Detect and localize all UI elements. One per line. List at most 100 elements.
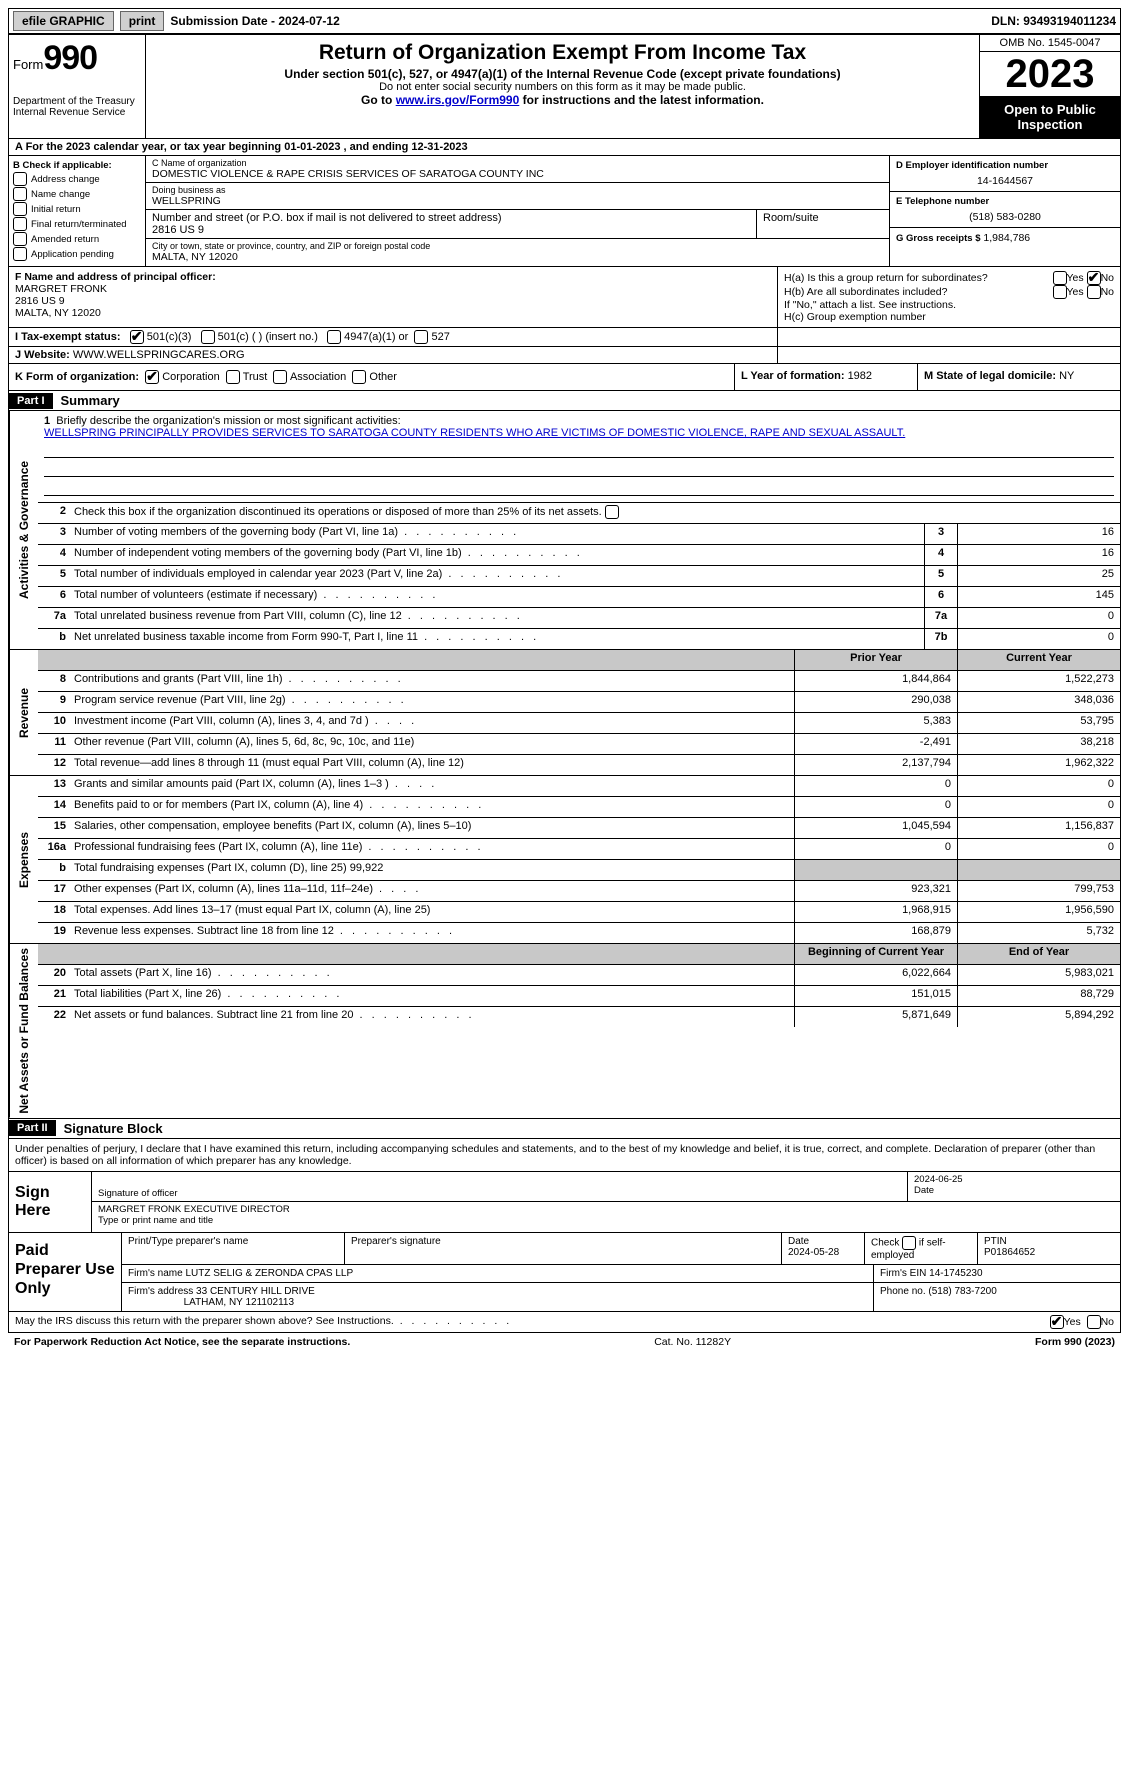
p19: 168,879 <box>794 923 957 943</box>
part-i-header: Part I Summary <box>8 391 1121 411</box>
efile-button[interactable]: efile GRAPHIC <box>13 11 114 31</box>
firm-addr1: 33 CENTURY HILL DRIVE <box>196 1286 315 1297</box>
irs-link[interactable]: www.irs.gov/Form990 <box>396 93 520 107</box>
sign-here-block: Sign Here Signature of officer 2024-06-2… <box>8 1172 1121 1233</box>
pra-notice: For Paperwork Reduction Act Notice, see … <box>14 1336 350 1348</box>
chk-hb-yes[interactable] <box>1053 285 1067 299</box>
prep-sig-label: Preparer's signature <box>345 1233 782 1264</box>
mission-text[interactable]: WELLSPRING PRINCIPALLY PROVIDES SERVICES… <box>44 427 905 439</box>
c17: 799,753 <box>957 881 1120 901</box>
line6-desc: Total number of volunteers (estimate if … <box>70 587 924 607</box>
lbl-no: No <box>1101 272 1114 284</box>
firm-addr-label: Firm's address <box>128 1286 196 1297</box>
omb-number: OMB No. 1545-0047 <box>980 35 1120 52</box>
vtab-expenses: Expenses <box>9 776 38 943</box>
chk-discuss-no[interactable] <box>1087 1315 1101 1329</box>
col-c-org-info: C Name of organization DOMESTIC VIOLENCE… <box>146 156 889 266</box>
col-b-header: B Check if applicable: <box>13 160 141 171</box>
c18: 1,956,590 <box>957 902 1120 922</box>
cat-no: Cat. No. 11282Y <box>654 1336 731 1348</box>
c10: 53,795 <box>957 713 1120 733</box>
chk-501c[interactable] <box>201 330 215 344</box>
hdr-current: Current Year <box>957 650 1120 670</box>
website-value: WWW.WELLSPRINGCARES.ORG <box>73 349 245 361</box>
p17: 923,321 <box>794 881 957 901</box>
lbl-501c: 501(c) ( ) (insert no.) <box>218 331 318 343</box>
chk-corp[interactable] <box>145 370 159 384</box>
chk-other[interactable] <box>352 370 366 384</box>
lbl-yes: Yes <box>1067 272 1084 284</box>
gross-value: 1,984,786 <box>983 232 1030 244</box>
line7a-desc: Total unrelated business revenue from Pa… <box>70 608 924 628</box>
p20: 6,022,664 <box>794 965 957 985</box>
line11-desc: Other revenue (Part VIII, column (A), li… <box>70 734 794 754</box>
p22: 5,871,649 <box>794 1007 957 1027</box>
street-label: Number and street (or P.O. box if mail i… <box>152 212 750 224</box>
firm-ein: 14-1745230 <box>929 1268 982 1279</box>
row-i-tax-status: I Tax-exempt status: 501(c)(3) 501(c) ( … <box>8 328 1121 347</box>
ha-label: H(a) Is this a group return for subordin… <box>784 272 1053 284</box>
lbl-no2: No <box>1101 286 1114 298</box>
prep-date-label: Date <box>788 1236 809 1247</box>
vtab-revenue: Revenue <box>9 650 38 775</box>
chk-address-change[interactable] <box>13 172 27 186</box>
chk-trust[interactable] <box>226 370 240 384</box>
lbl-yes2: Yes <box>1067 286 1084 298</box>
row-klm: K Form of organization: Corporation Trus… <box>8 364 1121 391</box>
c20: 5,983,021 <box>957 965 1120 985</box>
lbl-assoc: Association <box>290 371 346 383</box>
room-label: Room/suite <box>763 212 883 224</box>
line5-desc: Total number of individuals employed in … <box>70 566 924 586</box>
chk-final-return[interactable] <box>13 217 27 231</box>
chk-self-employed[interactable] <box>902 1236 916 1250</box>
p9: 290,038 <box>794 692 957 712</box>
ptin-value: P01864652 <box>984 1247 1035 1258</box>
chk-name-change[interactable] <box>13 187 27 201</box>
row-a-tax-year: A For the 2023 calendar year, or tax yea… <box>8 139 1121 156</box>
firm-ein-label: Firm's EIN <box>880 1268 929 1279</box>
sig-date: 2024-06-25 <box>914 1174 1114 1185</box>
sign-here-label: Sign Here <box>9 1172 92 1232</box>
lbl-app-pending: Application pending <box>31 249 114 260</box>
chk-hb-no[interactable] <box>1087 285 1101 299</box>
ein-label: D Employer identification number <box>896 160 1114 171</box>
section-governance: Activities & Governance 1 Briefly descri… <box>8 411 1121 650</box>
paid-preparer-block: Paid Preparer Use Only Print/Type prepar… <box>8 1233 1121 1312</box>
p8: 1,844,864 <box>794 671 957 691</box>
c22: 5,894,292 <box>957 1007 1120 1027</box>
firm-phone: (518) 783-7200 <box>928 1286 996 1297</box>
lbl-amended: Amended return <box>31 234 99 245</box>
chk-ha-yes[interactable] <box>1053 271 1067 285</box>
vtab-net-assets: Net Assets or Fund Balances <box>9 944 38 1118</box>
c9: 348,036 <box>957 692 1120 712</box>
ssn-note: Do not enter social security numbers on … <box>154 81 971 93</box>
p14: 0 <box>794 797 957 817</box>
m-val: NY <box>1059 370 1074 382</box>
footer-q: May the IRS discuss this return with the… <box>15 1315 512 1329</box>
j-label: J Website: <box>15 349 73 361</box>
print-button[interactable]: print <box>120 11 165 31</box>
line22-desc: Net assets or fund balances. Subtract li… <box>70 1007 794 1027</box>
officer-name: MARGRET FRONK <box>15 283 771 295</box>
chk-amended[interactable] <box>13 232 27 246</box>
prep-date: 2024-05-28 <box>788 1247 839 1258</box>
line7b-desc: Net unrelated business taxable income fr… <box>70 629 924 649</box>
top-bar: efile GRAPHIC print Submission Date - 20… <box>8 8 1121 35</box>
chk-initial-return[interactable] <box>13 202 27 216</box>
p11: -2,491 <box>794 734 957 754</box>
chk-discuss-yes[interactable] <box>1050 1315 1064 1329</box>
chk-line2[interactable] <box>605 505 619 519</box>
val-3: 16 <box>957 524 1120 544</box>
chk-4947[interactable] <box>327 330 341 344</box>
chk-ha-no[interactable] <box>1087 271 1101 285</box>
chk-501c3[interactable] <box>130 330 144 344</box>
lbl-discuss-no: No <box>1101 1315 1114 1327</box>
part-ii-title: Signature Block <box>56 1119 171 1138</box>
form-footer: Form 990 (2023) <box>1035 1336 1115 1348</box>
c12: 1,962,322 <box>957 755 1120 775</box>
line16b-val: 99,922 <box>350 862 384 874</box>
chk-app-pending[interactable] <box>13 247 27 261</box>
chk-assoc[interactable] <box>273 370 287 384</box>
chk-527[interactable] <box>414 330 428 344</box>
c19: 5,732 <box>957 923 1120 943</box>
